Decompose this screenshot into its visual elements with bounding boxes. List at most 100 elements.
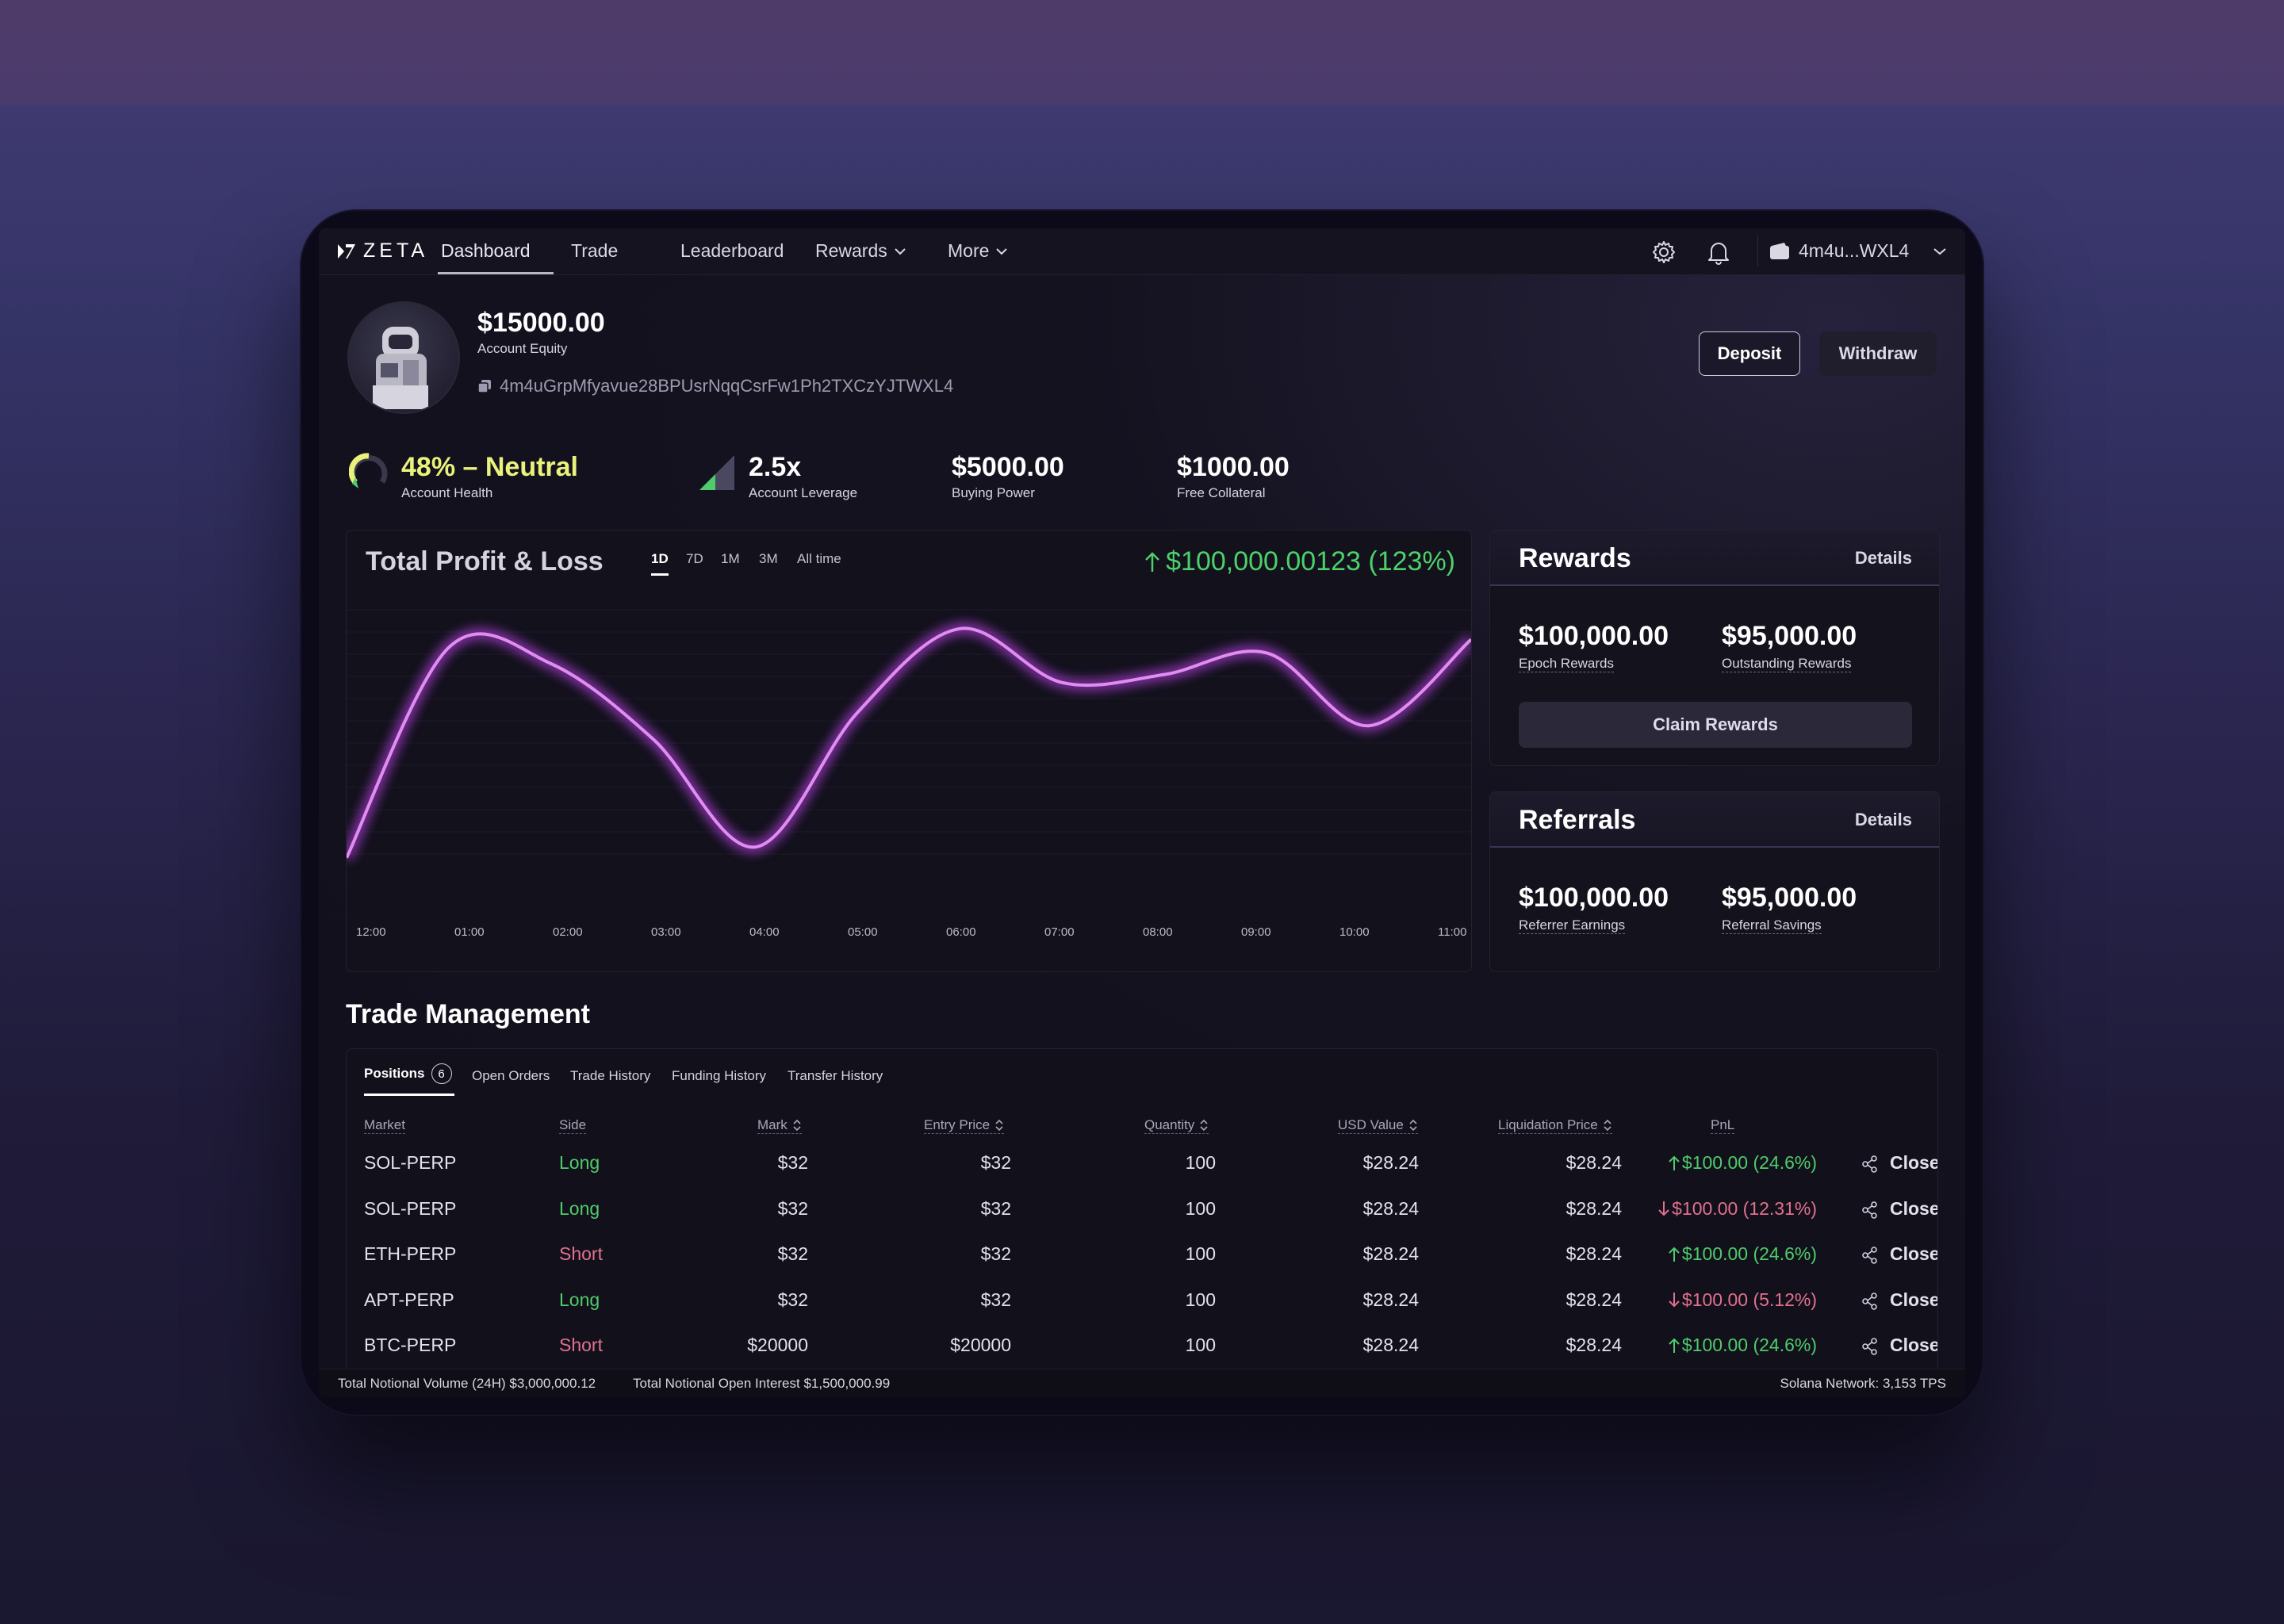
share-icon[interactable] [1861,1201,1879,1219]
share-icon[interactable] [1861,1338,1879,1355]
tab-transfer-history[interactable]: Transfer History [788,1068,883,1083]
usd-value-cell: $28.24 [1362,1243,1419,1264]
background-band [0,0,2284,105]
timeframe-all-time[interactable]: All time [797,551,841,566]
timeframe-3m[interactable]: 3M [759,551,778,566]
liquidation-price-cell: $28.24 [1565,1335,1622,1355]
sort-icon[interactable] [1408,1118,1418,1132]
arrow-up-icon [1669,1155,1680,1170]
x-tick-label: 01:00 [454,925,485,939]
zeta-logo-icon [338,243,355,259]
liquidation-price-cell: $28.24 [1565,1289,1622,1310]
nav-dashboard[interactable]: Dashboard [441,240,531,262]
rewards-details-link[interactable]: Details [1854,548,1912,568]
nav-rewards[interactable]: Rewards [815,240,906,262]
sort-icon[interactable] [1199,1118,1209,1132]
app-screen: ZETA Dashboard Trade Leaderboard Rewards… [319,228,1965,1397]
nav-trade[interactable]: Trade [571,240,618,262]
x-tick-label: 03:00 [651,925,681,939]
column-header: Side [559,1117,587,1134]
gear-icon[interactable] [1651,239,1677,265]
mark-price-cell: $32 [777,1152,808,1173]
close-position-button[interactable]: Close [1890,1289,1938,1310]
pnl-series-line [347,626,1471,859]
x-tick-label: 10:00 [1339,925,1370,939]
column-header[interactable]: Liquidation Price [1498,1117,1612,1134]
market-cell: ETH-PERP [364,1243,457,1264]
chevron-down-icon [1933,247,1946,255]
deposit-button[interactable]: Deposit [1699,331,1800,376]
market-cell: SOL-PERP [364,1152,457,1173]
timeframe-1m[interactable]: 1M [721,551,740,566]
pnl-cell: $100.00 (24.6%) [1531,1335,1817,1356]
tab-active-underline [364,1094,454,1096]
side-cell: Long [559,1152,600,1173]
nav-more-label: More [948,240,990,261]
arrow-up-icon [1669,1338,1680,1353]
column-header-label: Liquidation Price [1498,1117,1598,1132]
top-nav: ZETA Dashboard Trade Leaderboard Rewards… [319,228,1965,275]
pnl-chart [347,609,1471,860]
sort-icon[interactable] [994,1118,1004,1132]
sort-icon[interactable] [1603,1118,1612,1132]
market-cell: SOL-PERP [364,1197,457,1219]
share-icon[interactable] [1861,1247,1879,1264]
column-header[interactable]: Quantity [1144,1117,1209,1134]
tab-trade-history[interactable]: Trade History [570,1068,651,1083]
side-cell: Long [559,1197,600,1219]
nav-leaderboard[interactable]: Leaderboard [680,240,784,262]
timeframe-1d[interactable]: 1D [651,551,669,566]
nav-active-underline [438,272,554,274]
close-position-button[interactable]: Close [1890,1197,1938,1219]
pnl-cell-text: $100.00 (12.31%) [1672,1197,1817,1219]
quantity-cell: 100 [1185,1152,1216,1173]
referrals-details-link[interactable]: Details [1854,810,1912,829]
free-collateral-value: $1000.00 [1177,452,1290,482]
close-position-button[interactable]: Close [1890,1152,1938,1173]
pnl-title: Total Profit & Loss [366,546,604,576]
buying-power-label: Buying Power [952,485,1035,500]
quantity-cell: 100 [1185,1197,1216,1219]
tab-open-orders[interactable]: Open Orders [472,1068,550,1083]
bell-icon[interactable] [1707,239,1730,265]
wallet-address[interactable]: 4m4uGrpMfyavue28BPUsrNqqCsrFw1Ph2TXCzYJT… [477,376,953,396]
pnl-chart-panel: Total Profit & Loss 1D 7D 1M 3M All time… [346,530,1472,972]
column-header[interactable]: Entry Price [924,1117,1005,1134]
claim-rewards-button[interactable]: Claim Rewards [1519,702,1912,748]
wallet-address-short: 4m4u...WXL4 [1799,240,1910,261]
x-tick-label: 08:00 [1143,925,1173,939]
column-header-label: Side [559,1117,587,1132]
mark-price-cell: $32 [777,1243,808,1264]
x-tick-label: 02:00 [553,925,583,939]
logo[interactable]: ZETA [336,239,428,262]
timeframe-7d[interactable]: 7D [686,551,703,566]
health-gauge-icon [349,453,388,488]
share-icon[interactable] [1861,1155,1879,1173]
copy-icon[interactable] [477,379,492,393]
share-icon[interactable] [1861,1292,1879,1310]
x-tick-label: 09:00 [1241,925,1271,939]
outstanding-rewards-label: Outstanding Rewards [1722,656,1852,672]
pnl-cell-text: $100.00 (24.6%) [1681,1152,1817,1173]
pnl-cell-text: $100.00 (24.6%) [1681,1335,1817,1355]
notional-volume: Total Notional Volume (24H) $3,000,000.1… [338,1376,596,1391]
tab-positions[interactable]: Positions 6 [364,1063,452,1084]
wallet-button[interactable]: 4m4u...WXL4 [1769,240,1947,262]
close-position-button[interactable]: Close [1890,1243,1938,1264]
column-header: PnL [1711,1117,1735,1134]
x-tick-label: 07:00 [1044,925,1075,939]
column-header[interactable]: USD Value [1338,1117,1418,1134]
arrow-down-icon [1658,1201,1669,1216]
column-header[interactable]: Mark [757,1117,802,1134]
usd-value-cell: $28.24 [1362,1335,1419,1355]
close-position-button[interactable]: Close [1890,1335,1938,1355]
nav-trade-label: Trade [571,240,619,261]
outstanding-rewards-value: $95,000.00 [1722,621,1857,651]
nav-more[interactable]: More [948,240,1008,262]
column-header: Market [364,1117,405,1134]
tab-funding-history[interactable]: Funding History [672,1068,767,1083]
entry-price-cell: $32 [980,1243,1011,1264]
sort-icon[interactable] [792,1118,802,1132]
withdraw-button[interactable]: Withdraw [1819,331,1937,376]
column-header-label: Mark [757,1117,788,1132]
